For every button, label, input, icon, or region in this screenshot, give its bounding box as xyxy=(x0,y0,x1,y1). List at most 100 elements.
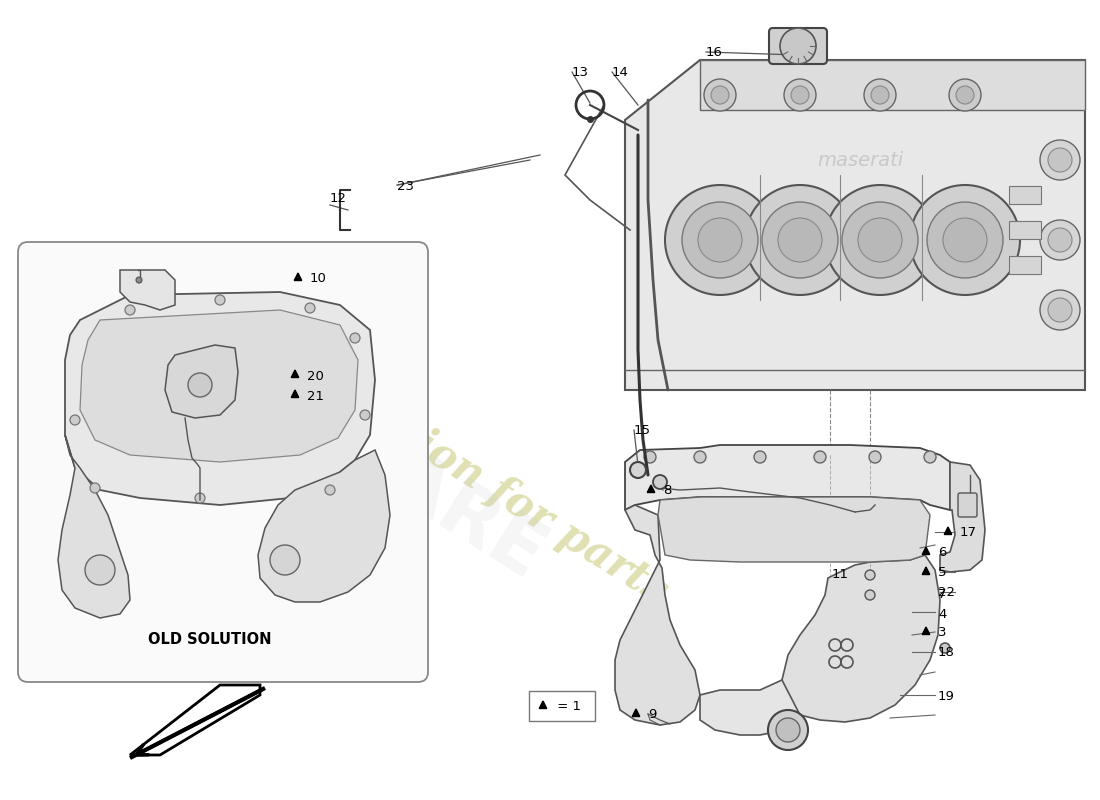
Circle shape xyxy=(711,86,729,104)
Circle shape xyxy=(791,86,808,104)
Circle shape xyxy=(754,451,766,463)
Polygon shape xyxy=(165,345,238,418)
Circle shape xyxy=(940,643,950,653)
Circle shape xyxy=(762,202,838,278)
Circle shape xyxy=(653,475,667,489)
Polygon shape xyxy=(944,527,952,534)
Circle shape xyxy=(910,185,1020,295)
Circle shape xyxy=(1048,228,1072,252)
Circle shape xyxy=(698,218,742,262)
Polygon shape xyxy=(625,445,950,510)
Text: 6: 6 xyxy=(938,546,946,559)
Polygon shape xyxy=(658,497,930,562)
Polygon shape xyxy=(295,273,301,281)
Circle shape xyxy=(842,202,918,278)
Polygon shape xyxy=(782,555,940,722)
Polygon shape xyxy=(292,390,299,398)
Circle shape xyxy=(745,185,855,295)
Polygon shape xyxy=(625,60,1085,390)
Circle shape xyxy=(865,590,874,600)
Circle shape xyxy=(768,710,808,750)
Circle shape xyxy=(682,202,758,278)
Circle shape xyxy=(780,28,816,64)
Circle shape xyxy=(864,79,896,111)
Text: 7: 7 xyxy=(938,587,946,601)
FancyBboxPatch shape xyxy=(1009,186,1041,204)
Text: 16: 16 xyxy=(706,46,723,59)
Text: OLD SOLUTION: OLD SOLUTION xyxy=(148,633,272,647)
FancyBboxPatch shape xyxy=(529,691,595,721)
Circle shape xyxy=(1048,298,1072,322)
Text: 8: 8 xyxy=(663,485,671,498)
Circle shape xyxy=(871,86,889,104)
Circle shape xyxy=(1040,290,1080,330)
Text: 18: 18 xyxy=(938,646,955,659)
FancyBboxPatch shape xyxy=(1009,256,1041,274)
Text: 3: 3 xyxy=(938,626,946,639)
Polygon shape xyxy=(258,450,390,602)
Polygon shape xyxy=(539,701,547,709)
Circle shape xyxy=(825,185,935,295)
Polygon shape xyxy=(647,485,654,493)
Circle shape xyxy=(360,410,370,420)
Circle shape xyxy=(778,218,822,262)
Circle shape xyxy=(949,79,981,111)
Text: 21: 21 xyxy=(307,390,324,402)
Text: 13: 13 xyxy=(572,66,588,79)
Circle shape xyxy=(195,493,205,503)
Circle shape xyxy=(136,277,142,283)
Circle shape xyxy=(1040,140,1080,180)
Circle shape xyxy=(125,305,135,315)
Circle shape xyxy=(305,303,315,313)
FancyBboxPatch shape xyxy=(18,242,428,682)
Polygon shape xyxy=(120,270,175,310)
Circle shape xyxy=(70,415,80,425)
Circle shape xyxy=(324,485,336,495)
Text: 10: 10 xyxy=(310,273,327,286)
Circle shape xyxy=(644,451,656,463)
FancyBboxPatch shape xyxy=(958,493,977,517)
Circle shape xyxy=(924,451,936,463)
Text: 11: 11 xyxy=(832,567,849,581)
Circle shape xyxy=(927,202,1003,278)
Text: 9: 9 xyxy=(648,709,657,722)
FancyBboxPatch shape xyxy=(1009,221,1041,239)
Circle shape xyxy=(666,185,776,295)
Text: 12: 12 xyxy=(330,193,346,206)
Text: 14: 14 xyxy=(612,66,629,79)
Text: maserati: maserati xyxy=(817,150,903,170)
Text: a passion for parts: a passion for parts xyxy=(284,347,675,613)
Circle shape xyxy=(865,570,874,580)
Text: EUROSPARE: EUROSPARE xyxy=(84,263,557,597)
Text: 15: 15 xyxy=(634,425,651,438)
Polygon shape xyxy=(700,680,800,735)
Circle shape xyxy=(270,545,300,575)
Text: 23: 23 xyxy=(397,179,414,193)
Polygon shape xyxy=(922,547,930,554)
Circle shape xyxy=(814,451,826,463)
Polygon shape xyxy=(632,709,640,717)
Polygon shape xyxy=(615,505,700,725)
Polygon shape xyxy=(700,60,1085,110)
Text: 22: 22 xyxy=(938,586,955,599)
Text: 19: 19 xyxy=(938,690,955,702)
Text: = 1: = 1 xyxy=(553,701,581,714)
Circle shape xyxy=(784,79,816,111)
Text: 5: 5 xyxy=(938,566,946,579)
Text: 17: 17 xyxy=(960,526,977,539)
Polygon shape xyxy=(922,627,930,634)
Polygon shape xyxy=(940,462,984,572)
Circle shape xyxy=(943,218,987,262)
Text: 4: 4 xyxy=(938,607,946,621)
Circle shape xyxy=(214,295,225,305)
Circle shape xyxy=(85,555,116,585)
Polygon shape xyxy=(292,370,299,378)
Circle shape xyxy=(694,451,706,463)
Circle shape xyxy=(869,451,881,463)
Circle shape xyxy=(90,483,100,493)
Circle shape xyxy=(776,718,800,742)
Circle shape xyxy=(1048,148,1072,172)
Polygon shape xyxy=(58,435,130,618)
Polygon shape xyxy=(65,292,375,505)
Polygon shape xyxy=(922,567,930,574)
